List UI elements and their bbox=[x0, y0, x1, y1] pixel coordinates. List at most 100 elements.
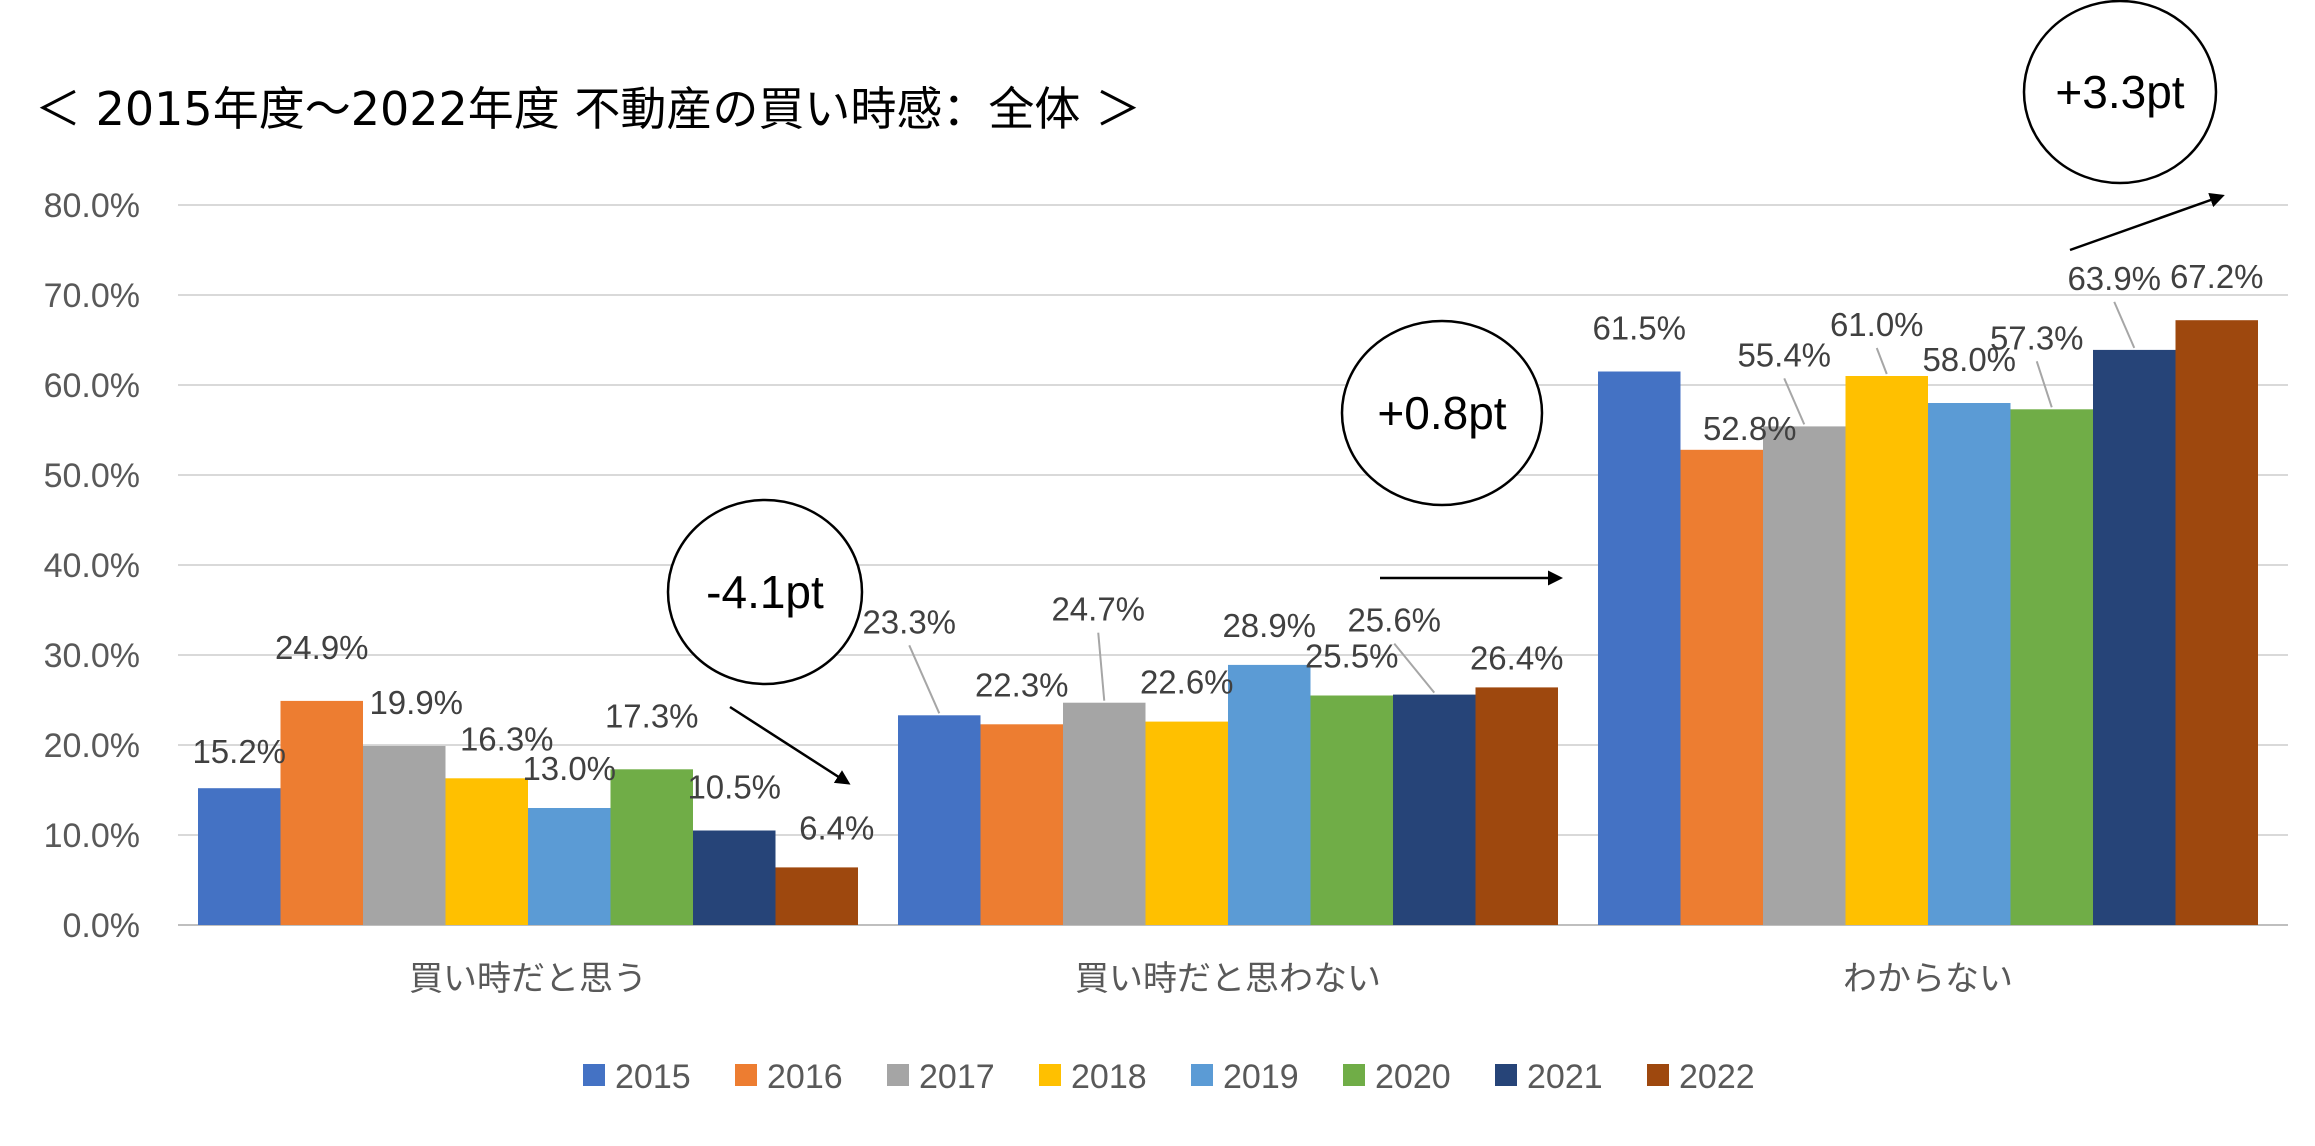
bars bbox=[198, 320, 2258, 925]
legend-label: 2020 bbox=[1375, 1058, 1451, 1096]
data-label: 23.3% bbox=[862, 603, 956, 640]
data-label: 17.3% bbox=[605, 697, 699, 734]
y-axis-ticks: 0.0% 10.0% 20.0% 30.0% 40.0% 50.0% 60.0% 70.0% 8… bbox=[44, 187, 140, 945]
bar-2015-2 bbox=[898, 715, 981, 925]
y-tick-label: 30.0% bbox=[44, 637, 140, 675]
data-label: 22.6% bbox=[1140, 664, 1234, 701]
bar-2021-1 bbox=[693, 830, 776, 925]
legend-swatch bbox=[1495, 1064, 1517, 1086]
y-tick-label: 40.0% bbox=[44, 547, 140, 585]
label-leader-line bbox=[1097, 632, 1106, 701]
y-tick-label: 70.0% bbox=[44, 277, 140, 315]
bar-2016-2 bbox=[980, 724, 1063, 925]
data-label: 6.4% bbox=[799, 809, 874, 846]
category-label: 買い時だと思わない bbox=[1075, 959, 1381, 999]
legend-label: 2016 bbox=[767, 1058, 843, 1096]
legend-label: 2018 bbox=[1071, 1058, 1147, 1096]
data-label: 24.7% bbox=[1051, 591, 1145, 628]
category-label: 買い時だと思う bbox=[409, 959, 647, 999]
bar-2020-2 bbox=[1310, 695, 1393, 925]
label-leader-line bbox=[908, 644, 941, 714]
data-label: 25.6% bbox=[1347, 602, 1441, 639]
bar-2020-1 bbox=[610, 769, 693, 925]
annotation-text: -4.1pt bbox=[706, 566, 824, 618]
data-label: 52.8% bbox=[1703, 410, 1797, 447]
bar-2016-3 bbox=[1680, 449, 1763, 925]
label-leader-line bbox=[1783, 378, 1806, 425]
bar-2018-2 bbox=[1145, 721, 1228, 925]
y-tick-label: 20.0% bbox=[44, 727, 140, 765]
bar-2019-2 bbox=[1228, 664, 1311, 925]
bar-2020-3 bbox=[2010, 409, 2093, 925]
label-leader-lines bbox=[908, 301, 2136, 714]
y-tick-label: 80.0% bbox=[44, 187, 140, 225]
bar-2019-3 bbox=[1928, 403, 2011, 925]
annotations: -4.1pt +0.8pt +3.3pt bbox=[666, 0, 2225, 785]
bar-2015-3 bbox=[1598, 371, 1681, 925]
legend-swatch bbox=[1647, 1064, 1669, 1086]
annotation-circle bbox=[2022, 0, 2218, 185]
label-leader-line bbox=[1875, 347, 1888, 375]
legend-label: 2019 bbox=[1223, 1058, 1299, 1096]
bar-2017-1 bbox=[363, 745, 446, 925]
bar-2022-2 bbox=[1475, 687, 1558, 925]
data-label: 24.9% bbox=[275, 629, 369, 666]
y-tick-label: 60.0% bbox=[44, 367, 140, 405]
legend-label: 2015 bbox=[615, 1058, 691, 1096]
label-leader-line bbox=[1393, 642, 1436, 694]
legend: 2015 2016 2017 2018 2019 2020 2021 2022 bbox=[583, 1058, 1755, 1096]
legend-swatch bbox=[735, 1064, 757, 1086]
annotation-circle bbox=[1340, 319, 1544, 507]
y-tick-label: 10.0% bbox=[44, 817, 140, 855]
data-label: 58.0% bbox=[1922, 341, 2016, 378]
bar-2015-1 bbox=[198, 788, 281, 925]
x-axis-categories: 買い時だと思う 買い時だと思わない わからない bbox=[409, 959, 2013, 999]
annotation-circle bbox=[666, 498, 864, 686]
data-label: 55.4% bbox=[1737, 336, 1831, 373]
bar-2022-3 bbox=[2175, 320, 2258, 925]
label-leader-line bbox=[2035, 360, 2053, 408]
data-label: 28.9% bbox=[1222, 607, 1316, 644]
legend-swatch bbox=[1191, 1064, 1213, 1086]
data-label: 22.3% bbox=[975, 666, 1069, 703]
bar-2016-1 bbox=[280, 700, 363, 925]
data-label: 13.0% bbox=[522, 750, 616, 787]
data-labels: 15.2% 23.3% 61.5% 24.9% 22.3% 52.8% 19.9% 24.7%… bbox=[192, 258, 2263, 846]
data-label: 25.5% bbox=[1305, 638, 1399, 675]
data-label: 16.3% bbox=[460, 720, 554, 757]
legend-label: 2022 bbox=[1679, 1058, 1755, 1096]
legend-swatch bbox=[887, 1064, 909, 1086]
y-tick-label: 0.0% bbox=[63, 907, 141, 945]
annotation-arrow bbox=[2069, 192, 2225, 252]
category-label: わからない bbox=[1843, 959, 2013, 999]
legend-label: 2021 bbox=[1527, 1058, 1603, 1096]
label-leader-line bbox=[2113, 301, 2136, 349]
bar-2018-3 bbox=[1845, 376, 1928, 925]
data-label: 57.3% bbox=[1990, 319, 2084, 356]
chart-title: ＜ 2015年度〜2022年度 不動産の買い時感：全体 ＞ bbox=[35, 82, 1141, 136]
data-label: 63.9% bbox=[2067, 260, 2161, 297]
bar-2021-2 bbox=[1393, 694, 1476, 925]
data-label: 15.2% bbox=[192, 733, 286, 770]
bar-2017-3 bbox=[1763, 426, 1846, 925]
bar-2018-1 bbox=[445, 778, 528, 925]
bar-2019-1 bbox=[528, 808, 611, 925]
legend-swatch bbox=[1343, 1064, 1365, 1086]
bar-2017-2 bbox=[1063, 702, 1146, 925]
data-label: 19.9% bbox=[369, 684, 463, 721]
bar-2021-3 bbox=[2093, 349, 2176, 925]
data-label: 26.4% bbox=[1470, 639, 1564, 676]
annotation-text: +3.3pt bbox=[2055, 66, 2184, 118]
legend-swatch bbox=[583, 1064, 605, 1086]
annotation-text: +0.8pt bbox=[1377, 387, 1506, 439]
data-label: 61.0% bbox=[1830, 306, 1924, 343]
legend-label: 2017 bbox=[919, 1058, 995, 1096]
annotation-arrow bbox=[729, 705, 851, 785]
legend-swatch bbox=[1039, 1064, 1061, 1086]
data-label: 10.5% bbox=[687, 769, 781, 806]
data-label: 61.5% bbox=[1592, 310, 1686, 347]
y-tick-label: 50.0% bbox=[44, 457, 140, 495]
data-label: 67.2% bbox=[2170, 258, 2264, 295]
bar-2022-1 bbox=[775, 867, 858, 925]
